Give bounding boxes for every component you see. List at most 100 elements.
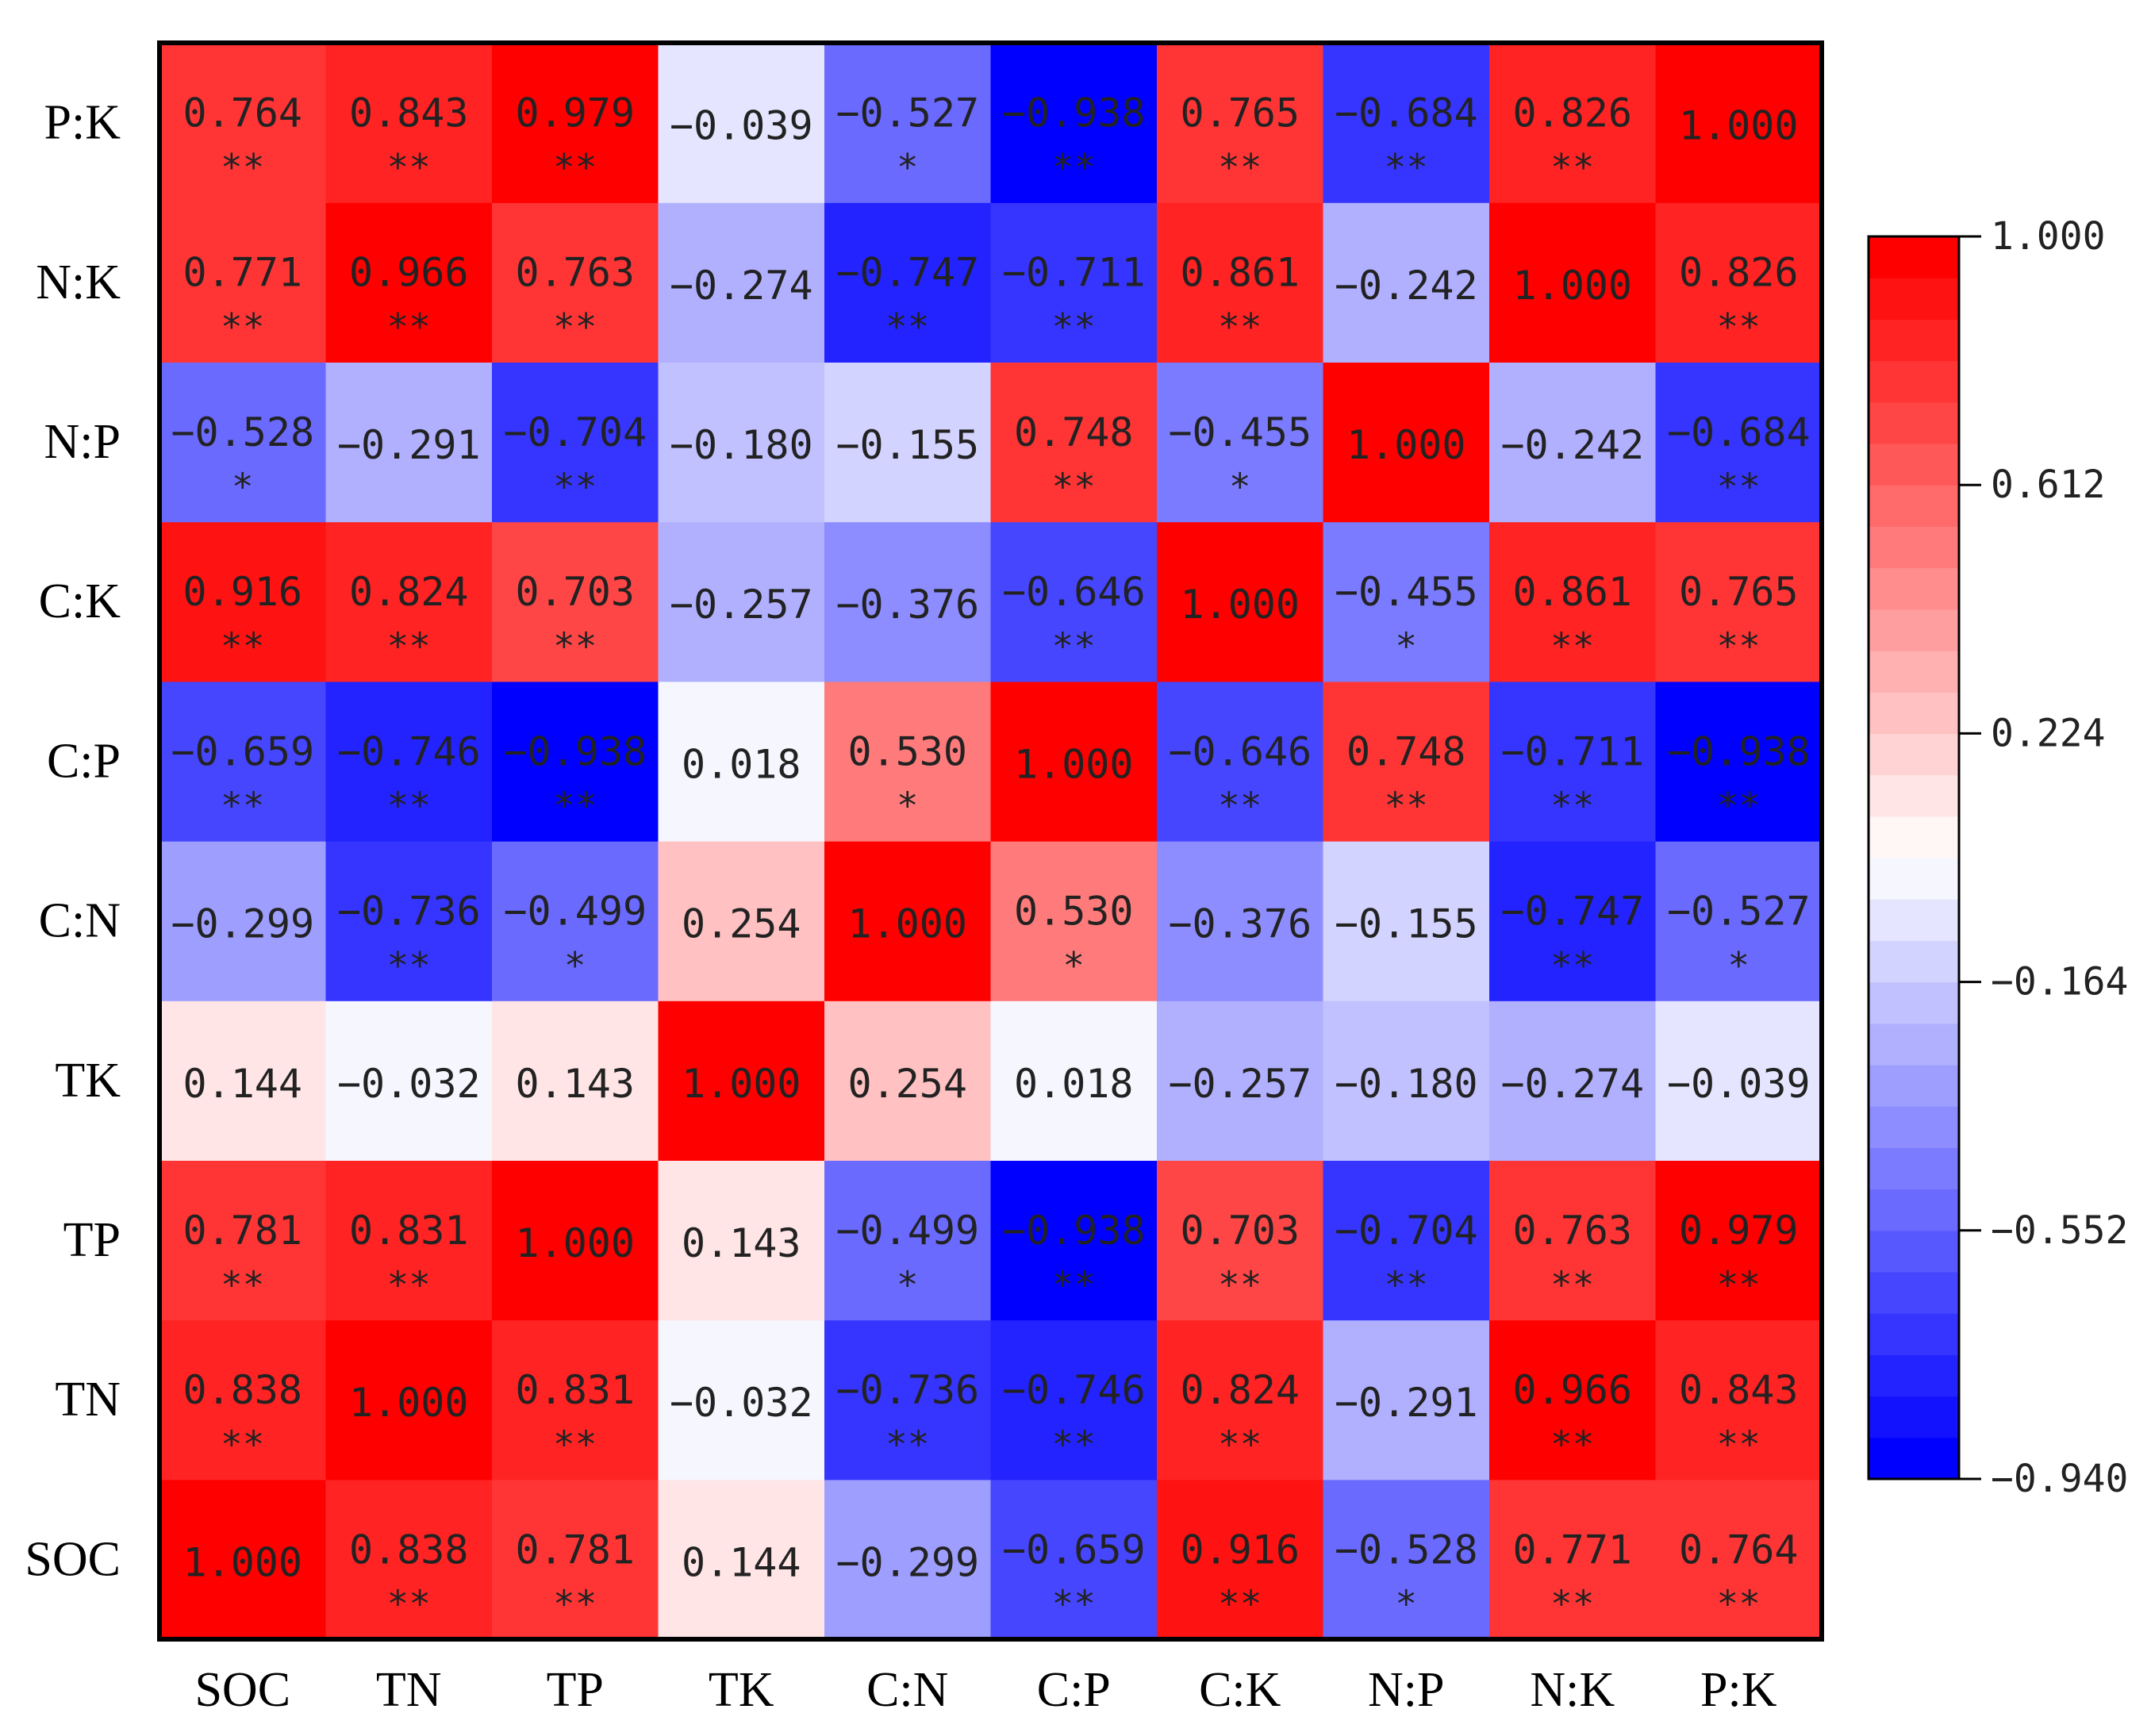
cell-significance-label: ** <box>1052 1423 1096 1466</box>
colorbar-frame <box>1867 235 1961 1481</box>
cell-significance-label: ** <box>553 785 597 828</box>
cell-fill <box>824 362 992 523</box>
cell-fill <box>492 1319 659 1481</box>
cell-significance-label: ** <box>1717 1423 1761 1466</box>
heatmap-cell: −0.299 <box>824 1479 992 1640</box>
colorbar-step <box>1869 485 1959 527</box>
heatmap-cell: 0.748 ** <box>1323 681 1490 842</box>
heatmap-cell: −0.684 ** <box>1655 362 1823 523</box>
colorbar-tick-label: 0.612 <box>1991 463 2106 507</box>
heatmap-cell: −0.032 <box>658 1319 825 1481</box>
cell-significance-label: ** <box>553 625 597 668</box>
heatmap-cell: −0.499 * <box>492 841 659 1001</box>
cell-value-label: 0.916 <box>182 569 302 615</box>
cell-value-label: 0.764 <box>1679 1527 1799 1573</box>
cell-fill <box>325 1319 493 1481</box>
cell-fill <box>658 1160 825 1321</box>
heatmap-cell: −0.938 ** <box>1655 681 1823 842</box>
cell-value-label: −0.528 <box>1335 1527 1478 1573</box>
colorbar-step <box>1869 733 1959 776</box>
cell-value-label: 0.254 <box>682 901 801 947</box>
heatmap-cell: 0.979 ** <box>1655 1160 1823 1321</box>
heatmap-cell: 0.979 ** <box>492 43 659 203</box>
cell-fill <box>325 841 493 1001</box>
cell-fill <box>990 1160 1158 1321</box>
cell-significance-label: ** <box>1218 146 1262 189</box>
heatmap-cell: −0.659 ** <box>159 681 327 842</box>
heatmap-cell: 1.000 <box>824 841 992 1001</box>
cell-fill <box>1157 202 1324 363</box>
cell-significance-label: ** <box>387 625 431 668</box>
heatmap-cell: 0.764 ** <box>1655 1479 1823 1640</box>
cell-value-label: 0.763 <box>515 250 635 296</box>
cell-significance-label: ** <box>1717 625 1761 668</box>
colorbar-step <box>1869 774 1959 817</box>
cell-significance-label: ** <box>1385 1263 1428 1306</box>
heatmap-cell: 1.000 <box>658 1001 825 1161</box>
cell-significance-label: ** <box>1052 1263 1096 1306</box>
colorbar-step <box>1869 444 1959 486</box>
cell-value-label: −0.242 <box>1335 263 1478 309</box>
y-tick-label: N:K <box>36 255 121 309</box>
heatmap-cell: −0.746 ** <box>990 1319 1158 1481</box>
cell-fill <box>492 681 659 842</box>
cell-fill <box>990 1001 1158 1161</box>
cell-value-label: −0.747 <box>1500 889 1644 935</box>
cell-value-label: −0.938 <box>503 728 647 774</box>
colorbar-step <box>1869 609 1959 651</box>
cell-fill <box>325 1001 493 1161</box>
heatmap-cell: 0.771 ** <box>159 202 327 363</box>
cell-fill <box>1655 43 1823 203</box>
heatmap-cell: 0.966 ** <box>325 202 493 363</box>
cell-value-label: 0.143 <box>682 1220 801 1266</box>
heatmap-cell: −0.659 ** <box>990 1479 1158 1640</box>
cell-value-label: 0.144 <box>182 1061 302 1107</box>
cell-significance-label: ** <box>387 1583 431 1626</box>
colorbar-step <box>1869 651 1959 693</box>
cell-significance-label: ** <box>387 1263 431 1306</box>
heatmap-cell: 0.861 ** <box>1489 521 1657 682</box>
cell-value-label: 0.979 <box>1679 1208 1799 1254</box>
cell-significance-label: ** <box>1717 305 1761 348</box>
cell-significance-label: ** <box>221 785 264 828</box>
cell-fill <box>990 1479 1158 1640</box>
heatmap-cell: −0.528 * <box>159 362 327 523</box>
cell-value-label: −0.527 <box>1667 889 1811 935</box>
heatmap-cell: 0.144 <box>658 1479 825 1640</box>
heatmap-cell: −0.684 ** <box>1323 43 1490 203</box>
cell-fill <box>325 1160 493 1321</box>
cell-fill <box>990 521 1158 682</box>
colorbar-step <box>1869 1106 1959 1148</box>
cell-value-label: 0.748 <box>1014 409 1134 455</box>
cell-significance-label: ** <box>1218 305 1262 348</box>
cell-value-label: −0.684 <box>1667 409 1811 455</box>
colorbar-step <box>1869 236 1959 278</box>
cell-significance-label: ** <box>221 625 264 668</box>
cell-value-label: −0.039 <box>670 103 813 149</box>
cell-significance-label: ** <box>553 1423 597 1466</box>
heatmap-cell: 0.838 ** <box>159 1319 327 1481</box>
cell-fill <box>159 1319 327 1481</box>
cell-significance-label: ** <box>1550 785 1594 828</box>
cell-value-label: 0.966 <box>1512 1367 1632 1413</box>
colorbar-step <box>1869 526 1959 569</box>
y-tick-label: C:K <box>39 574 121 628</box>
cell-value-label: −0.274 <box>670 263 813 309</box>
cell-value-label: 0.764 <box>182 90 302 136</box>
heatmap-cell: 1.000 <box>1655 43 1823 203</box>
colorbar-tick-label: −0.940 <box>1991 1457 2128 1501</box>
heatmap-cell: 0.831 ** <box>325 1160 493 1321</box>
heatmap-cell: −0.155 <box>1323 841 1490 1001</box>
heatmap-cell: 0.781 ** <box>159 1160 327 1321</box>
cell-significance-label: * <box>232 465 254 508</box>
cell-value-label: −0.499 <box>835 1208 979 1254</box>
cell-fill <box>1489 1479 1657 1640</box>
colorbar-step <box>1869 1354 1959 1397</box>
cell-fill <box>658 681 825 842</box>
cell-significance-label: ** <box>885 1423 929 1466</box>
colorbar-step <box>1869 1147 1959 1190</box>
cell-fill <box>990 202 1158 363</box>
heatmap-cell: −0.455 * <box>1157 362 1324 523</box>
cell-significance-label: ** <box>553 146 597 189</box>
cell-fill <box>1489 362 1657 523</box>
